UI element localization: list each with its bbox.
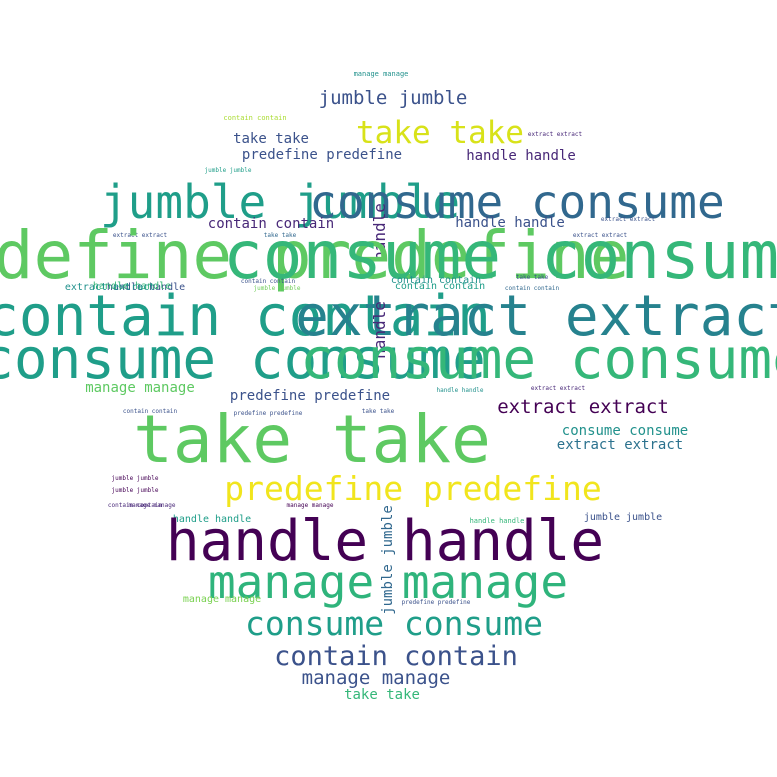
- cloud-word: jumble jumble: [205, 167, 252, 174]
- cloud-word: extract extract: [65, 282, 155, 293]
- cloud-word: consume consume: [245, 604, 543, 643]
- cloud-word: consume consume: [300, 327, 777, 392]
- cloud-word: extract extract: [497, 396, 669, 418]
- cloud-word: contain contain: [241, 278, 296, 285]
- cloud-word: take take: [133, 401, 491, 478]
- cloud-word: predefine predefine: [230, 388, 390, 404]
- cloud-word: predefine predefine: [224, 469, 602, 508]
- cloud-word: handle: [370, 301, 389, 359]
- cloud-word: consume consume: [309, 175, 724, 229]
- cloud-word: contain contain: [208, 216, 334, 232]
- cloud-word: predefine predefine: [402, 599, 471, 606]
- cloud-word: manage manage: [302, 667, 451, 689]
- cloud-word: handle handle: [466, 148, 576, 164]
- cloud-word: handle handle: [470, 517, 525, 525]
- cloud-word: manage manage: [354, 70, 409, 78]
- cloud-word: predefine predefine: [242, 147, 402, 163]
- cloud-word: manage manage: [183, 594, 261, 605]
- cloud-word: jumble jumble: [254, 285, 301, 292]
- cloud-word: take take: [233, 131, 309, 147]
- cloud-word: extract extract: [113, 232, 168, 239]
- cloud-word: jumble jumble: [112, 487, 159, 494]
- cloud-word: manage manage: [85, 380, 195, 396]
- cloud-word: jumble jumble: [319, 87, 468, 109]
- cloud-word: manage manage: [129, 502, 176, 509]
- cloud-word: predefine predefine: [234, 410, 303, 417]
- cloud-word: extract extract: [528, 131, 583, 138]
- cloud-word: take take: [344, 687, 420, 703]
- cloud-word: contain contain: [123, 408, 178, 415]
- cloud-word: consume consume: [223, 217, 777, 294]
- cloud-word: contain contain: [395, 281, 485, 292]
- cloud-word: contain contain: [505, 285, 560, 292]
- cloud-word: take take: [516, 274, 549, 281]
- cloud-word: extract extract: [601, 216, 656, 223]
- cloud-word: handle handle: [166, 509, 604, 574]
- cloud-word: contain contain: [223, 114, 286, 122]
- cloud-word: contain contain: [0, 284, 491, 349]
- cloud-word: handle handle: [107, 282, 185, 293]
- cloud-word: handle handle: [437, 387, 484, 394]
- cloud-word: jumble jumble: [100, 175, 460, 229]
- cloud-word: manage manage: [287, 502, 334, 509]
- cloud-word: take take: [264, 232, 297, 239]
- cloud-word: extract extract: [295, 284, 777, 349]
- cloud-word: consume consume: [0, 327, 486, 392]
- cloud-word: handle handle: [173, 514, 251, 525]
- cloud-word: handle: [370, 203, 389, 261]
- cloud-word: handle handle: [455, 215, 565, 231]
- cloud-word: contain contain: [391, 275, 481, 286]
- cloud-word: extract extract: [573, 232, 628, 239]
- cloud-word: extract extract: [557, 437, 683, 453]
- cloud-word: contain contain: [108, 502, 163, 509]
- cloud-word: jumble jumble: [380, 505, 396, 615]
- cloud-word: jumble jumble: [112, 475, 159, 482]
- cloud-word: predefine predefine: [0, 217, 629, 294]
- cloud-word: manage manage: [208, 555, 568, 609]
- cloud-word: consume consume: [562, 423, 688, 439]
- cloud-word: contain contain: [274, 641, 518, 672]
- cloud-word: take take: [356, 115, 524, 151]
- cloud-word: handle handle: [93, 281, 171, 292]
- cloud-word: take take: [362, 408, 395, 415]
- cloud-word: extract extract: [531, 385, 586, 392]
- cloud-word: jumble jumble: [584, 512, 662, 523]
